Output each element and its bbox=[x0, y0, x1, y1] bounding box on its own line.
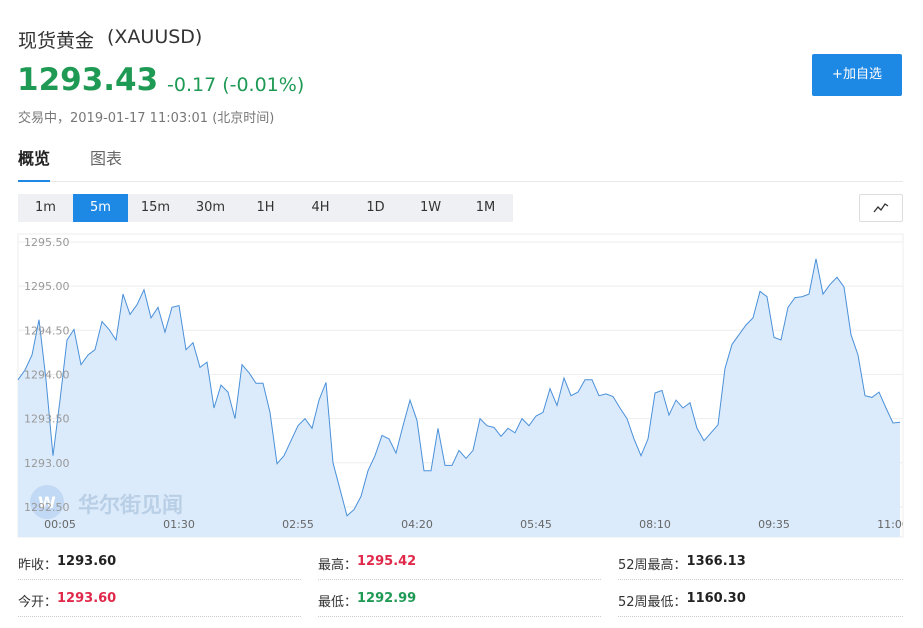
x-tick-label: 05:45 bbox=[520, 518, 552, 531]
interval-button[interactable]: 30m bbox=[195, 200, 226, 215]
interval-button[interactable]: 5m bbox=[73, 194, 128, 222]
change: -0.17 (-0.01%) bbox=[167, 74, 305, 96]
interval-button[interactable]: 1W bbox=[419, 200, 442, 215]
stat-label: 52周最高： bbox=[618, 558, 687, 573]
interval-bar: 1m 5m 15m 30m 1H 4H 1D 1W 1M bbox=[18, 194, 513, 222]
row-divider bbox=[18, 616, 301, 617]
status: 交易中，2019-01-17 11:03:01 (北京时间) bbox=[18, 111, 275, 126]
stat-value: 1295.42 bbox=[357, 554, 417, 569]
interval-button[interactable]: 15m bbox=[140, 200, 171, 215]
y-tick-label: 1295.50 bbox=[24, 236, 70, 249]
icon-line bbox=[873, 203, 889, 213]
x-tick-label: 02:55 bbox=[282, 518, 314, 531]
stat-value: 1160.30 bbox=[686, 591, 746, 606]
add-watchlist-button[interactable]: +加自选 bbox=[812, 54, 902, 96]
row-divider bbox=[318, 616, 601, 617]
line bbox=[17, 258, 901, 517]
stat-value: 1366.13 bbox=[686, 554, 746, 569]
stat-value: 1293.60 bbox=[57, 554, 117, 569]
y-tick-label: 1293.00 bbox=[24, 457, 70, 470]
stat-value: 1292.99 bbox=[357, 591, 417, 606]
interval-button[interactable]: 1H bbox=[256, 200, 275, 215]
chart: W 华尔街见闻 1292.50 1293.00 1293.50 1294.00 1294… bbox=[17, 233, 909, 538]
y-tick-label: 1294.50 bbox=[24, 324, 70, 337]
row-divider bbox=[618, 579, 903, 580]
chart-type-button[interactable] bbox=[859, 194, 903, 222]
y-tick-label: 1294.00 bbox=[24, 368, 70, 381]
y-tick-label: 1293.50 bbox=[24, 413, 70, 426]
tab[interactable]: 概览 bbox=[18, 148, 51, 182]
interval-button[interactable]: 1m bbox=[35, 200, 56, 215]
interval-button[interactable]: 1D bbox=[366, 200, 385, 215]
icon bbox=[873, 203, 889, 213]
x-tick-label: 01:30 bbox=[163, 518, 195, 531]
area bbox=[18, 258, 900, 537]
y-tick-label: 1292.50 bbox=[24, 501, 70, 514]
interval-button[interactable]: 4H bbox=[311, 200, 330, 215]
title: 现货黄金 bbox=[18, 30, 95, 52]
watermark-logo: W bbox=[30, 485, 64, 519]
svg-text:W: W bbox=[38, 493, 56, 512]
stat-label: 52周最低： bbox=[618, 595, 687, 610]
row-divider bbox=[618, 616, 903, 617]
stat-label: 最低： bbox=[318, 595, 358, 610]
stat-label: 今开： bbox=[18, 595, 58, 610]
watermark: 华尔街见闻 bbox=[78, 493, 183, 517]
stat-value: 1293.60 bbox=[57, 591, 117, 606]
x-tick-label: 04:20 bbox=[401, 518, 433, 531]
x-tick-label: 09:35 bbox=[758, 518, 790, 531]
x-tick-label: 08:10 bbox=[639, 518, 671, 531]
row-divider bbox=[18, 579, 301, 580]
stat-label: 昨收： bbox=[18, 558, 58, 573]
tab[interactable]: 图表 bbox=[90, 149, 123, 168]
x-tick-label: 00:05 bbox=[44, 518, 76, 531]
interval-button[interactable]: 1M bbox=[475, 200, 496, 215]
price: 1293.43 bbox=[17, 62, 159, 98]
symbol: (XAUUSD) bbox=[107, 26, 203, 48]
stat-label: 最高： bbox=[318, 558, 358, 573]
row-divider bbox=[318, 579, 601, 580]
y-tick-label: 1295.00 bbox=[24, 280, 70, 293]
stats: 昨收： 1293.60 最高： 1295.42 52周最高： 1366.13 今开： 1293… bbox=[0, 540, 923, 628]
tabs: 概览 图表 bbox=[18, 148, 903, 182]
x-tick-label: 11:00 bbox=[877, 518, 909, 531]
